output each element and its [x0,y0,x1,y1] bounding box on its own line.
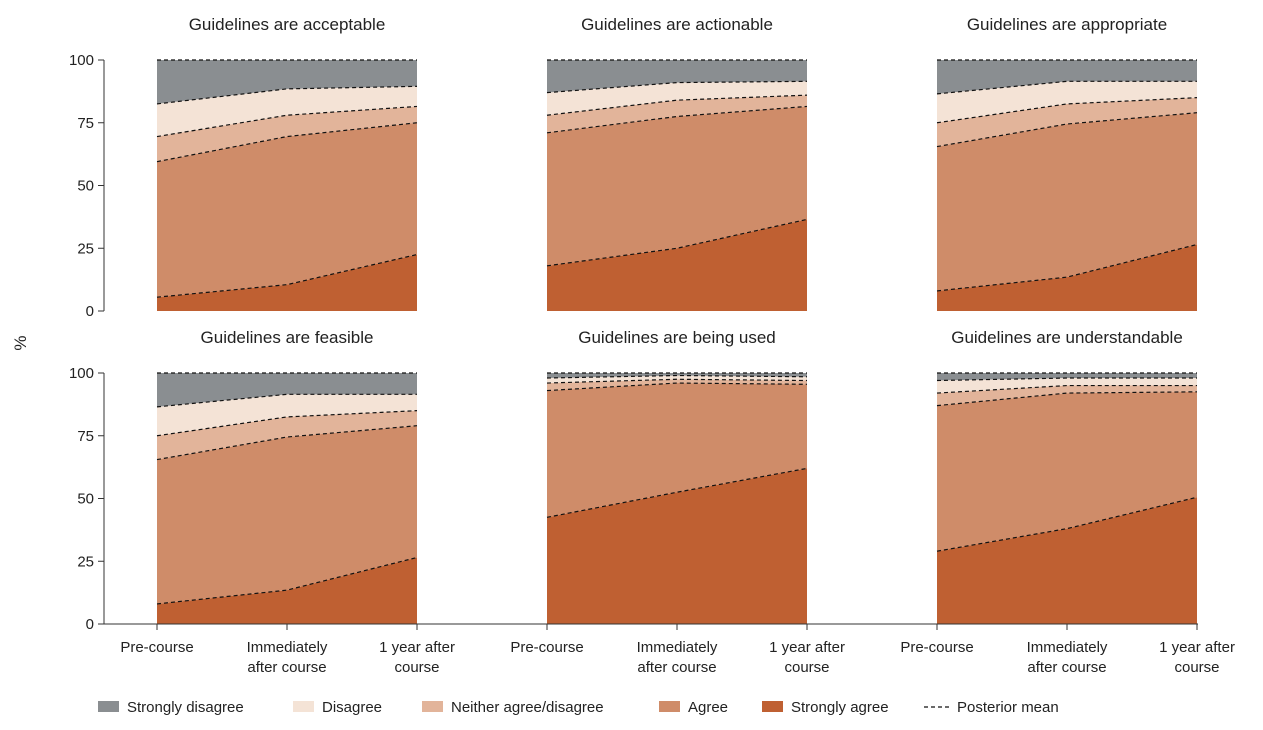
panel-3-area-disagree [937,81,1197,123]
x-tick-label-1-2-line-2: after course [247,659,326,676]
y-tick-label-2-3: 75 [77,428,94,445]
legend-posterior-mean-label: Posterior mean [957,699,1059,716]
y-tick-label-1-1: 25 [77,240,94,257]
panel-3-area-neither [937,97,1197,147]
panel-5-title: Guidelines are being used [578,328,776,347]
panel-5-mean-line-strongly-agree [546,467,808,518]
panel-6-mean-line-disagree [936,377,1197,382]
panel-6-mean-line-strongly-agree [936,496,1198,552]
x-tick-label-3-2-line-1: Immediately [1027,639,1108,656]
panel-6-area-strongly-agree [937,497,1197,624]
x-tick-label-3-3-line-2: course [1174,659,1219,676]
panel-4-area-neither [157,410,417,460]
panel-5-mean-line-agree [546,382,808,392]
legend-strongly-disagree-swatch [98,701,119,712]
y-tick-label-2-0: 0 [86,616,94,633]
panel-3-title: Guidelines are appropriate [967,15,1167,34]
x-tick-label-2-3-line-1: 1 year after [769,639,845,656]
panel-5-mean-line-neither [546,378,808,384]
panel-5-mean-line-disagree [546,374,808,379]
panel-2-area-agree [547,106,807,266]
legend-strongly-disagree-label: Strongly disagree [127,699,244,716]
panel-2-area-neither [547,95,807,133]
panel-1-area-strongly-agree [157,254,417,311]
x-tick-label-2-1-line-1: Pre-course [510,639,583,656]
x-tick-label-1-2-line-1: Immediately [247,639,328,656]
panel-5-area-agree [547,383,807,518]
panel-6-area-disagree [937,378,1197,394]
panel-3-mean-line-disagree [936,80,1197,95]
y-tick-label-1-2: 50 [77,178,94,195]
panel-4-mean-line-agree [156,425,418,461]
panel-6-area-strongly-disagree [937,373,1197,381]
panel-3-area-agree [937,112,1197,291]
panel-1-mean-line-disagree [156,85,418,105]
legend-disagree-label: Disagree [322,699,382,716]
panel-1-mean-line-agree [156,122,418,163]
legend-neither-swatch [422,701,443,712]
panel-2-mean-line-strongly-agree [546,218,808,267]
y-tick-label-2-4: 100 [69,365,94,382]
panel-4-area-disagree [157,394,417,436]
panel-2-area-disagree [547,81,807,116]
panel-4-mean-line-neither [156,410,418,437]
panel-4-mean-line-strongly-agree [156,556,418,605]
x-tick-label-1-1-line-1: Pre-course [120,639,193,656]
legend-strongly-agree-swatch [762,701,783,712]
panel-1-mean-line-strongly-agree [156,253,418,298]
panel-3-mean-line-agree [936,112,1198,148]
y-tick-label-1-4: 100 [69,52,94,69]
panel-2-mean-line-agree [546,105,808,134]
panel-2-title: Guidelines are actionable [581,15,773,34]
legend-strongly-agree-label: Strongly agree [791,699,889,716]
x-tick-label-1-3-line-2: course [394,659,439,676]
panel-3-mean-line-neither [936,97,1198,124]
panel-1-mean-line-neither [156,105,418,138]
panel-5-area-strongly-agree [547,468,807,624]
panel-1-title: Guidelines are acceptable [189,15,386,34]
panel-1-area-agree [157,122,417,298]
legend-neither-label: Neither agree/disagree [451,699,604,716]
panel-6-title: Guidelines are understandable [951,328,1183,347]
x-tick-label-3-3-line-1: 1 year after [1159,639,1235,656]
panel-1-area-neither [157,106,417,162]
y-axis-label: % [11,335,30,350]
x-tick-label-2-2-line-2: after course [637,659,716,676]
panel-2-mean-line-disagree [546,80,808,94]
panel-3-area-strongly-disagree [937,60,1197,94]
panel-4-title: Guidelines are feasible [201,328,374,347]
x-tick-label-3-2-line-2: after course [1027,659,1106,676]
x-tick-label-3-1-line-1: Pre-course [900,639,973,656]
x-tick-label-1-3-line-1: 1 year after [379,639,455,656]
legend-disagree-swatch [293,701,314,712]
panel-4-mean-line-disagree [156,393,417,408]
panel-4-area-strongly-disagree [157,373,417,407]
panel-6-area-neither [937,385,1197,406]
legend-agree-swatch [659,701,680,712]
panel-2-mean-line-neither [546,94,808,116]
y-tick-label-1-3: 75 [77,115,94,132]
panel-6-mean-line-agree [936,391,1198,407]
panel-6-mean-line-neither [936,384,1197,394]
panel-1-area-strongly-disagree [157,60,417,104]
y-tick-label-2-2: 50 [77,491,94,508]
panel-1-area-disagree [157,86,417,137]
y-tick-label-1-0: 0 [86,303,94,320]
x-tick-label-2-2-line-1: Immediately [637,639,718,656]
panel-3-mean-line-strongly-agree [936,243,1198,292]
y-tick-label-2-1: 25 [77,553,94,570]
panel-4-area-agree [157,425,417,604]
panel-6-area-agree [937,391,1197,552]
panel-5-area-neither [547,379,807,391]
panel-2-area-strongly-agree [547,219,807,311]
legend-agree-label: Agree [688,699,728,716]
panel-2-area-strongly-disagree [547,60,807,93]
x-tick-label-2-3-line-2: course [784,659,829,676]
